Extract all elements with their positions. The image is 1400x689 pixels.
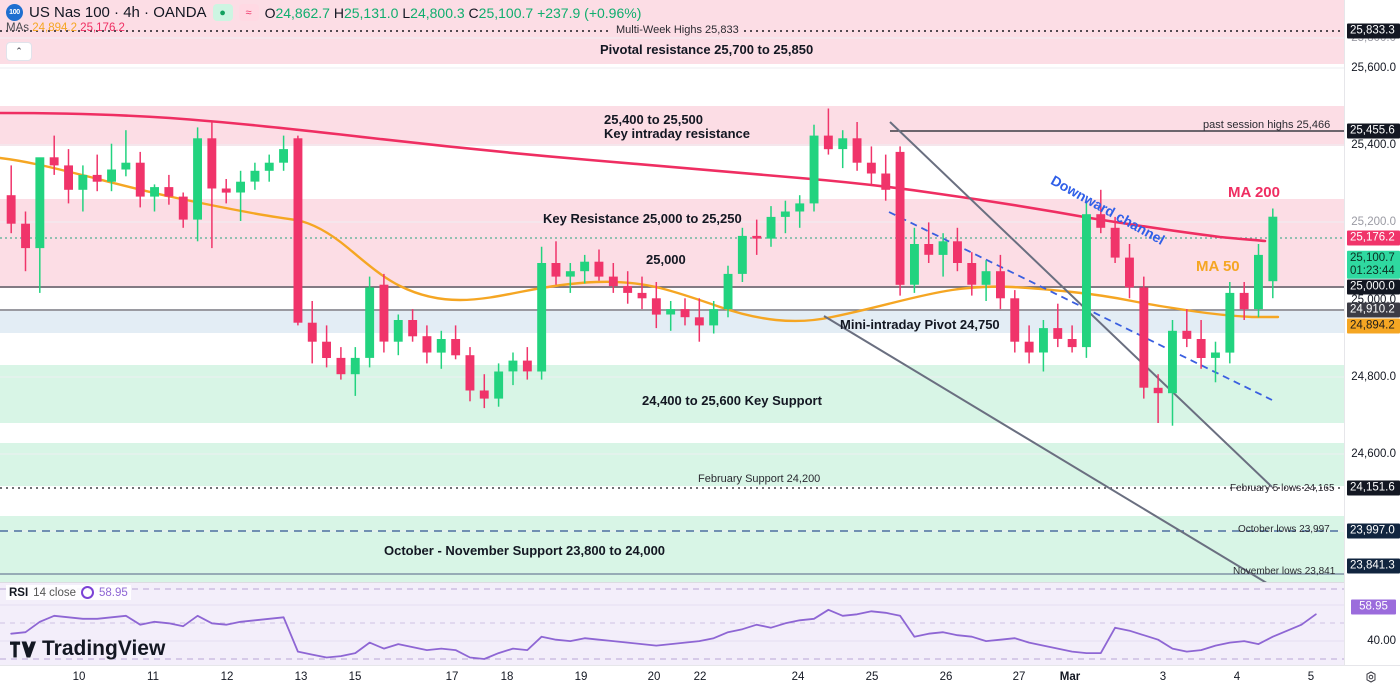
price-axis-pill: 25,100.7 01:23:44 (1347, 250, 1400, 279)
time-axis-tick: Mar (1059, 671, 1081, 683)
time-axis-tick: 13 (294, 671, 308, 683)
time-axis-tick: 27 (1012, 671, 1026, 683)
time-axis-tick: 25 (865, 671, 879, 683)
price-axis-pill: 24,910.2 (1347, 302, 1400, 318)
time-axis-tick: 3 (1159, 671, 1167, 683)
anno-oct-nov-support: October - November Support 23,800 to 24,… (384, 543, 666, 558)
time-axis-tick: 26 (939, 671, 953, 683)
price-chart-pane[interactable]: Multi-Week Highs 25,833 Pivotal resistan… (0, 0, 1344, 583)
anno-ma50-label: MA 50 (1196, 258, 1240, 275)
price-axis-pill: 24,894.2 (1347, 318, 1400, 334)
anno-past-session-highs: past session highs 25,466 (1203, 119, 1331, 131)
time-axis-tick: 15 (348, 671, 362, 683)
time-axis-tick: 11 (147, 671, 159, 683)
time-axis-tick: 18 (500, 671, 514, 683)
time-axis-tick: 24 (791, 671, 805, 683)
time-axis[interactable]: 10 11 12 13 15 17 18 19 20 22 24 25 26 27 Mar 3 4 5 (0, 665, 1400, 689)
time-axis-tick: 17 (445, 671, 459, 683)
rsi-params-label: 14 close (33, 586, 77, 599)
time-axis-tick: 12 (220, 671, 234, 683)
anno-key-support: 24,400 to 25,600 Key Support (642, 393, 822, 408)
tradingview-logo-icon (10, 641, 36, 657)
price-axis-tick: 25,400.0 (1351, 139, 1396, 151)
rsi-name-label: RSI (9, 586, 29, 599)
anno-key-intraday-resistance-line2: Key intraday resistance (604, 126, 750, 141)
ma50-line (0, 156, 1280, 323)
tradingview-watermark-text: TradingView (42, 637, 166, 660)
time-axis-tick: 5 (1307, 671, 1315, 683)
anno-november-lows: November lows 23,841 (1233, 566, 1336, 577)
time-axis-tick: 22 (693, 671, 707, 683)
downward-channel-lower (823, 315, 1269, 583)
rsi-axis-tick-40: 40.00 (1367, 635, 1396, 647)
price-axis-pill: 25,176.2 (1347, 230, 1400, 246)
zone-february-support (0, 443, 1344, 486)
price-axis-pill: 24,151.6 (1347, 480, 1400, 496)
anno-key-intraday-resistance-line1: 25,400 to 25,500 (604, 112, 704, 127)
rsi-line (10, 608, 1317, 660)
rsi-legend[interactable]: RSI 14 close 58.95 (6, 585, 131, 600)
zone-oct-nov-support (0, 516, 1344, 582)
candlestick-series (6, 108, 1278, 426)
anno-ma200-label: MA 200 (1228, 184, 1280, 201)
price-chart-svg (0, 30, 1344, 583)
price-axis-pill: 25,833.3 (1347, 23, 1400, 39)
inner-trendline (888, 211, 1273, 401)
price-axis[interactable]: 25,600.0 25,400.0 25,000.0 24,800.0 24,600.0… (1344, 0, 1400, 614)
anno-pivotal-resistance: Pivotal resistance 25,700 to 25,850 (600, 42, 814, 57)
collapse-legend-button[interactable]: ⌃ (6, 42, 32, 61)
anno-february-support: February Support 24,200 (698, 473, 821, 485)
time-axis-tick: 4 (1233, 671, 1241, 683)
time-axis-tick: 19 (574, 671, 588, 683)
ma200-line (0, 111, 1267, 243)
price-axis-tick: 25,600.0 (1351, 62, 1396, 74)
countdown-timer: 01:23:44 (1350, 264, 1395, 277)
anno-level-25000: 25,000 (646, 252, 686, 267)
pane-separator[interactable] (0, 582, 1344, 583)
rsi-chart-svg (0, 588, 1344, 660)
rsi-value-label: 58.95 (99, 586, 128, 599)
time-axis-tick: 10 (72, 671, 86, 683)
rsi-settings-icon[interactable] (81, 586, 95, 599)
zone-key-support (0, 365, 1344, 423)
price-axis-tick: 25,200.0 (1351, 216, 1396, 228)
anno-october-lows: October lows 23,997 (1238, 524, 1330, 535)
price-axis-pill: 23,841.3 (1347, 558, 1400, 574)
price-axis-pill: 23,997.0 (1347, 523, 1400, 539)
rsi-pane[interactable] (0, 583, 1344, 665)
tradingview-watermark: TradingView (10, 637, 165, 661)
price-axis-tick: 24,600.0 (1351, 448, 1396, 460)
rsi-axis[interactable]: 58.95 40.00 (1344, 583, 1400, 665)
zone-key-intraday-resistance (0, 106, 1344, 146)
anno-mini-intraday-pivot: Mini-intraday Pivot 24,750 (840, 317, 1000, 332)
price-axis-pill: 25,455.6 (1347, 123, 1400, 139)
time-axis-tick: 20 (647, 671, 661, 683)
chart-settings-icon[interactable] (1364, 671, 1378, 685)
zone-mini-intraday-pivot (0, 311, 1344, 333)
anno-multi-week-highs: Multi-Week Highs 25,833 (612, 24, 743, 36)
price-axis-pill: 25,000.0 (1347, 279, 1400, 295)
zone-key-resistance (0, 199, 1344, 288)
price-axis-tick: 24,800.0 (1351, 371, 1396, 383)
anno-key-resistance: Key Resistance 25,000 to 25,250 (543, 211, 742, 226)
rsi-axis-value-pill: 58.95 (1351, 599, 1396, 615)
downward-channel-upper (889, 121, 1273, 488)
anno-february-5-lows: February 5 lows 24,165 (1230, 483, 1335, 494)
